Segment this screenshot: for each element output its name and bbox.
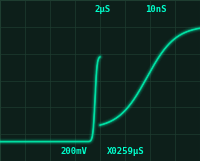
Text: 2μS: 2μS xyxy=(95,5,111,14)
Text: 200mV: 200mV xyxy=(61,147,87,156)
Text: 10nS: 10nS xyxy=(145,5,167,14)
Text: X0259μS: X0259μS xyxy=(107,147,145,156)
